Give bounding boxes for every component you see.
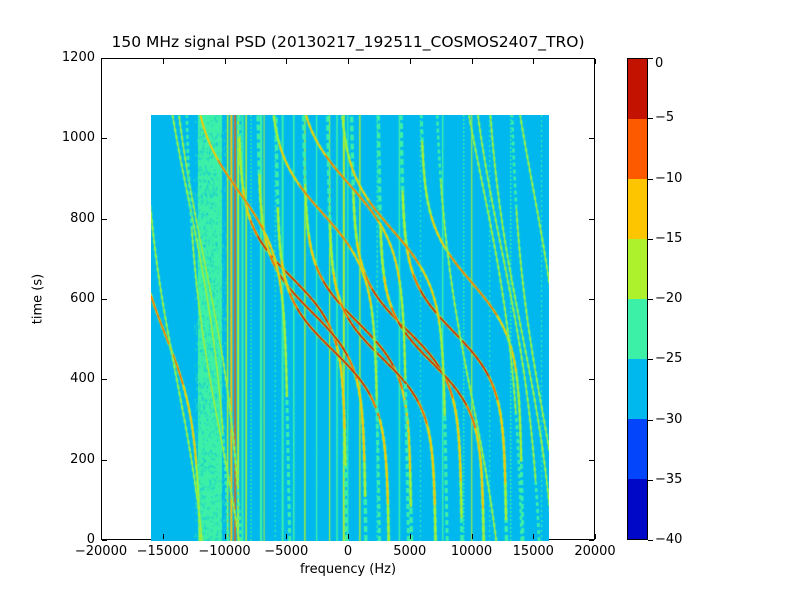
x-tick-label: 10000	[450, 544, 493, 559]
x-tick	[101, 534, 102, 539]
colorbar-segment	[628, 119, 647, 179]
y-tick-label: 1000	[61, 130, 95, 146]
x-tick	[348, 534, 349, 539]
x-tick	[286, 534, 288, 539]
x-tick	[409, 59, 411, 64]
colorbar-tick	[648, 359, 653, 361]
y-tick-label: 1200	[61, 50, 95, 65]
colorbar-segment	[628, 179, 647, 239]
colorbar-segment	[628, 419, 647, 479]
y-tick-label: 200	[70, 451, 95, 467]
colorbar-tick	[648, 118, 653, 120]
x-tick	[162, 534, 164, 539]
x-tick	[101, 59, 102, 64]
x-tick	[162, 59, 164, 64]
colorbar-tick-label: −25	[655, 351, 683, 367]
y-tick	[589, 459, 594, 461]
colorbar-tick	[648, 238, 653, 240]
colorbar-segment	[628, 479, 647, 539]
y-tick	[102, 218, 107, 220]
y-tick	[589, 58, 594, 59]
colorbar-segment	[628, 359, 647, 419]
colorbar-segment	[628, 59, 647, 119]
x-tick-label: −20000	[74, 544, 128, 559]
x-tick	[471, 534, 473, 539]
y-tick	[102, 379, 107, 381]
y-tick	[589, 218, 594, 220]
colorbar-tick-label: −40	[655, 532, 683, 547]
x-tick	[286, 59, 288, 64]
y-tick	[102, 540, 107, 541]
x-tick-label: 0	[343, 544, 353, 559]
x-tick	[348, 59, 349, 64]
colorbar-tick	[648, 419, 653, 421]
y-tick	[589, 379, 594, 381]
spectrogram-canvas	[151, 115, 549, 541]
x-tick	[533, 534, 535, 539]
y-tick-label: 400	[70, 371, 95, 387]
y-tick	[102, 459, 107, 461]
y-tick	[102, 138, 107, 140]
colorbar-tick	[648, 479, 653, 481]
y-tick	[589, 299, 594, 300]
colorbar-tick-label: −30	[655, 411, 683, 427]
x-axis-label: frequency (Hz)	[299, 562, 397, 577]
colorbar-tick-label: −5	[655, 110, 675, 126]
x-tick-label: −10000	[198, 544, 251, 559]
colorbar-segment	[628, 239, 647, 299]
y-tick-label: 0	[86, 532, 95, 547]
x-tick-label: 20000	[574, 544, 616, 559]
y-tick-label: 600	[70, 291, 95, 306]
y-tick	[102, 299, 107, 300]
colorbar-tick	[648, 540, 653, 541]
colorbar-tick-label: −15	[655, 230, 683, 246]
colorbar-tick	[648, 299, 653, 300]
plot-title: 150 MHz signal PSD (20130217_192511_COSM…	[111, 33, 585, 51]
colorbar-tick-label: −20	[655, 291, 683, 306]
colorbar-tick-label: 0	[655, 56, 664, 71]
y-tick	[102, 58, 107, 59]
y-tick	[589, 540, 594, 541]
x-tick	[533, 59, 535, 64]
colorbar-tick	[648, 178, 653, 180]
colorbar-tick-label: −10	[655, 170, 683, 186]
y-tick	[589, 138, 594, 140]
x-tick	[409, 534, 411, 539]
colorbar-segment	[628, 299, 647, 359]
x-tick-label: 5000	[393, 544, 427, 559]
x-tick	[595, 534, 596, 539]
colorbar-tick-label: −35	[655, 471, 683, 487]
x-tick-label: 15000	[512, 544, 554, 559]
colorbar-tick	[648, 58, 653, 59]
colorbar	[627, 58, 648, 540]
x-tick-label: −5000	[264, 544, 309, 559]
x-tick	[595, 59, 596, 64]
x-tick	[224, 59, 226, 64]
x-tick-label: −15000	[136, 544, 189, 559]
x-tick	[471, 59, 473, 64]
plot-area	[101, 58, 596, 541]
y-tick-label: 800	[70, 210, 95, 226]
x-tick	[224, 534, 226, 539]
